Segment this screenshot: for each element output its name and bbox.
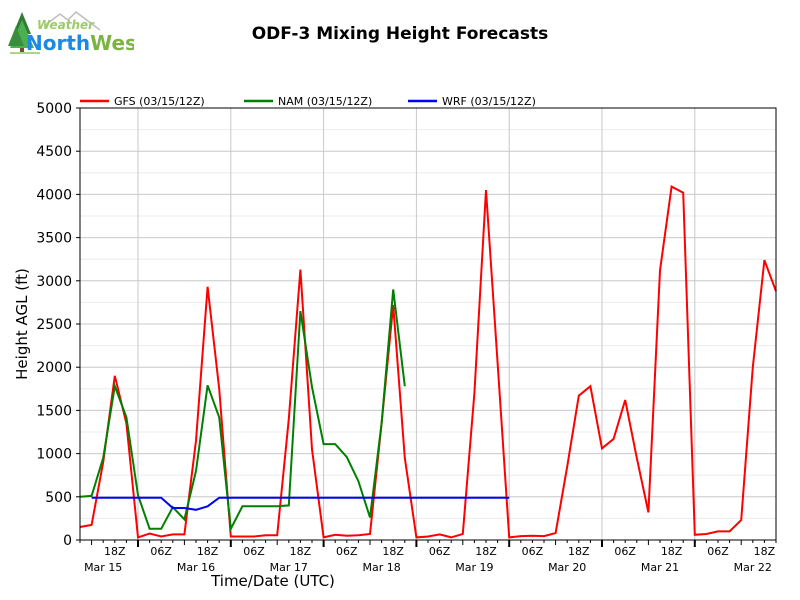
x-tick-label: 18Z [568, 545, 590, 558]
x-date-label: Mar 18 [362, 561, 400, 574]
x-tick-label: 06Z [150, 545, 172, 558]
logo-north-text: North [26, 31, 90, 55]
y-tick-label: 4500 [36, 144, 72, 160]
y-tick-label: 1000 [36, 447, 72, 463]
x-tick-label: 18Z [754, 545, 776, 558]
x-tick-label: 06Z [429, 545, 451, 558]
logo-west-text: West [90, 31, 134, 55]
series-line-nam [79, 289, 406, 533]
legend-label-nam: NAM (03/15/12Z) [278, 95, 372, 108]
legend-label-gfs: GFS (03/15/12Z) [114, 95, 205, 108]
y-tick-label: 5000 [36, 101, 72, 117]
chart-title: ODF-3 Mixing Height Forecasts [251, 24, 549, 44]
y-tick-label: 2000 [36, 360, 72, 376]
x-tick-label: 06Z [614, 545, 636, 558]
y-tick-label: 3000 [36, 274, 72, 290]
x-tick-label: 06Z [522, 545, 544, 558]
x-tick-label: 18Z [290, 545, 312, 558]
y-axis: 0 500 1000 1500 2000 2500 3000 3500 4000 4500 5000 [36, 101, 80, 549]
x-tick-label: 06Z [707, 545, 729, 558]
y-tick-label: 4000 [36, 187, 72, 203]
y-tick-label: 0 [63, 533, 72, 549]
tree-icon [8, 12, 34, 52]
series-line-gfs [79, 185, 777, 539]
x-tick-label: 06Z [336, 545, 358, 558]
x-tick-label: 06Z [243, 545, 265, 558]
svg-text:NorthWest: NorthWest [26, 31, 134, 55]
weather-northwest-logo: Weather NorthWest [8, 11, 134, 55]
x-axis: 18Z 06Z 18Z 06Z 18Z 06Z 18Z 06Z 18Z 06Z 18Z 06Z 18Z 0… [79, 540, 777, 574]
y-axis-label: Height AGL (ft) [13, 268, 31, 380]
x-date-label: Mar 15 [84, 561, 122, 574]
x-date-label: Mar 22 [734, 561, 772, 574]
grid [80, 107, 776, 541]
legend-label-wrf: WRF (03/15/12Z) [442, 95, 536, 108]
y-tick-label: 500 [45, 490, 72, 506]
x-tick-label: 18Z [382, 545, 404, 558]
x-axis-label: Time/Date (UTC) [210, 572, 335, 590]
x-date-label: Mar 21 [641, 561, 679, 574]
y-tick-label: 3500 [36, 231, 72, 247]
x-tick-label: 18Z [104, 545, 126, 558]
legend: GFS (03/15/12Z) NAM (03/15/12Z) WRF (03/15… [80, 95, 536, 108]
x-date-label: Mar 20 [548, 561, 586, 574]
mountain-icon [43, 11, 101, 31]
x-date-label: Mar 19 [455, 561, 493, 574]
y-tick-label: 1500 [36, 403, 72, 419]
x-date-label: Mar 16 [177, 561, 215, 574]
x-tick-label: 18Z [475, 545, 497, 558]
x-tick-label: 18Z [197, 545, 219, 558]
y-tick-label: 2500 [36, 317, 72, 333]
x-date-label: Mar 17 [270, 561, 308, 574]
series-layer [79, 185, 777, 539]
x-tick-label: 18Z [661, 545, 683, 558]
logo-weather-text: Weather [37, 18, 95, 32]
series-line-wrf [91, 496, 510, 511]
